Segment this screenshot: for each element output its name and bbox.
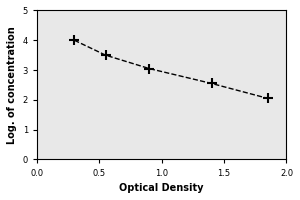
- X-axis label: Optical Density: Optical Density: [119, 183, 204, 193]
- Y-axis label: Log. of concentration: Log. of concentration: [7, 26, 17, 144]
